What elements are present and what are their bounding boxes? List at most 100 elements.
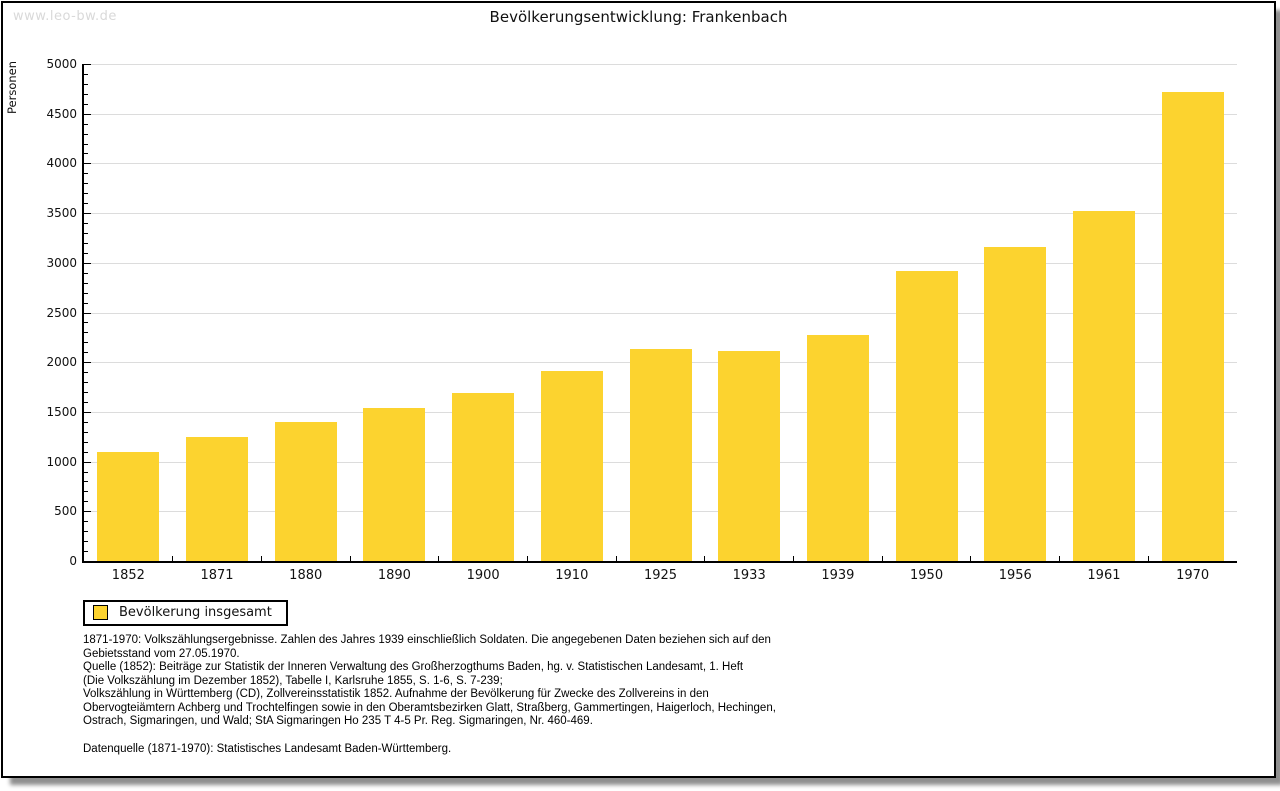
- footnote-line: Gebietsstand vom 27.05.1970.: [83, 647, 240, 660]
- x-boundary-tick: [1147, 556, 1149, 561]
- y-major-tick: [84, 113, 91, 115]
- y-major-tick: [84, 461, 91, 463]
- y-minor-tick: [84, 421, 88, 423]
- bar-1910: [540, 370, 603, 561]
- x-axis-tick-labels: 1852 1871 1880 1890 1900 1910 1925 1933 1939 1950…: [84, 568, 1237, 586]
- gridline: [84, 262, 1237, 264]
- y-minor-tick: [84, 531, 88, 533]
- gridline: [84, 163, 1237, 165]
- y-minor-tick: [84, 123, 88, 125]
- y-minor-tick: [84, 282, 88, 284]
- y-tick-label: 3500: [46, 206, 77, 221]
- y-minor-tick: [84, 521, 88, 523]
- x-tick-label: 1852: [111, 568, 145, 583]
- plot-area: [82, 64, 1237, 563]
- y-minor-tick: [84, 103, 88, 105]
- x-boundary-tick: [349, 556, 351, 561]
- y-minor-tick: [84, 551, 88, 553]
- y-minor-tick: [84, 133, 88, 135]
- x-boundary-tick: [704, 556, 706, 561]
- y-tick-label: 2000: [46, 355, 77, 370]
- x-boundary-tick: [1059, 556, 1061, 561]
- y-minor-tick: [84, 342, 88, 344]
- y-major-tick: [84, 64, 91, 65]
- y-tick-label: 2500: [46, 305, 77, 320]
- y-minor-tick: [84, 143, 88, 145]
- y-minor-tick: [84, 332, 88, 334]
- y-tick-label: 0: [69, 554, 77, 568]
- y-major-tick: [84, 312, 91, 314]
- y-tick-label: 5000: [46, 57, 77, 71]
- bar-1956: [984, 246, 1047, 561]
- x-boundary-tick: [881, 556, 883, 561]
- y-tick-label: 1500: [46, 404, 77, 419]
- bar-1890: [363, 408, 426, 561]
- chart-frame: www.leo-bw.de Bevölkerungsentwicklung: F…: [1, 1, 1276, 778]
- footnote-line: 1871-1970: Volkszählungsergebnisse. Zahl…: [83, 634, 771, 646]
- x-boundary-tick: [260, 556, 262, 561]
- y-tick-label: 1000: [46, 454, 77, 469]
- bar-1880: [274, 421, 337, 561]
- y-major-tick: [84, 213, 91, 215]
- x-tick-label: 1880: [289, 568, 323, 583]
- gridline: [84, 213, 1237, 215]
- y-minor-tick: [84, 501, 88, 503]
- y-major-tick: [84, 163, 91, 165]
- legend-label: Bevölkerung insgesamt: [119, 605, 272, 620]
- y-minor-tick: [84, 242, 88, 244]
- gridline: [84, 113, 1237, 115]
- x-boundary-tick: [970, 556, 972, 561]
- x-tick-label: 1950: [910, 568, 944, 583]
- y-minor-tick: [84, 153, 88, 155]
- y-minor-tick: [84, 252, 88, 254]
- x-tick-label: 1925: [643, 568, 678, 583]
- y-minor-tick: [84, 372, 88, 374]
- y-tick-label: 4000: [46, 156, 77, 171]
- y-minor-tick: [84, 401, 88, 403]
- y-minor-tick: [84, 183, 88, 185]
- y-minor-tick: [84, 83, 88, 85]
- y-minor-tick: [84, 302, 88, 304]
- x-tick-label: 1933: [732, 568, 766, 583]
- y-minor-tick: [84, 491, 88, 493]
- bar-1925: [629, 348, 692, 561]
- bar-1871: [186, 436, 249, 561]
- x-boundary-tick: [172, 556, 174, 561]
- x-boundary-tick: [526, 556, 528, 561]
- y-tick-label: 3000: [46, 255, 77, 270]
- x-tick-label: 1890: [377, 568, 411, 583]
- y-major-tick: [84, 511, 91, 513]
- bar-1961: [1072, 211, 1135, 561]
- y-minor-tick: [84, 392, 88, 394]
- y-minor-tick: [84, 322, 88, 324]
- x-tick-label: 1910: [555, 568, 589, 583]
- y-minor-tick: [84, 272, 88, 274]
- x-tick-label: 1900: [466, 568, 500, 583]
- y-minor-tick: [84, 451, 88, 453]
- bar-1950: [895, 270, 958, 561]
- bar-1900: [452, 392, 515, 561]
- y-major-tick: [84, 262, 91, 264]
- y-minor-tick: [84, 441, 88, 443]
- y-major-tick: [84, 411, 91, 413]
- y-axis-title: Personen: [5, 60, 19, 114]
- footnote-line: (Die Volkszählung im Dezember 1852), Tab…: [83, 674, 503, 687]
- y-minor-tick: [84, 471, 88, 473]
- y-minor-tick: [84, 173, 88, 175]
- datasource-line: Datenquelle (1871-1970): Statistisches L…: [83, 743, 452, 755]
- legend: Bevölkerung insgesamt: [83, 600, 288, 626]
- x-tick-label: 1970: [1176, 568, 1210, 583]
- bar-1852: [97, 451, 160, 561]
- y-minor-tick: [84, 73, 88, 75]
- y-minor-tick: [84, 541, 88, 543]
- gridline: [84, 312, 1237, 314]
- y-minor-tick: [84, 203, 88, 205]
- x-tick-label: 1871: [200, 568, 234, 583]
- y-minor-tick: [84, 232, 88, 234]
- footnotes: 1871-1970: Volkszählungsergebnisse. Zahl…: [83, 634, 983, 729]
- y-minor-tick: [84, 223, 88, 225]
- watermark: www.leo-bw.de: [13, 9, 117, 24]
- y-minor-tick: [84, 352, 88, 354]
- x-tick-label: 1939: [821, 568, 855, 583]
- gridline: [84, 64, 1237, 65]
